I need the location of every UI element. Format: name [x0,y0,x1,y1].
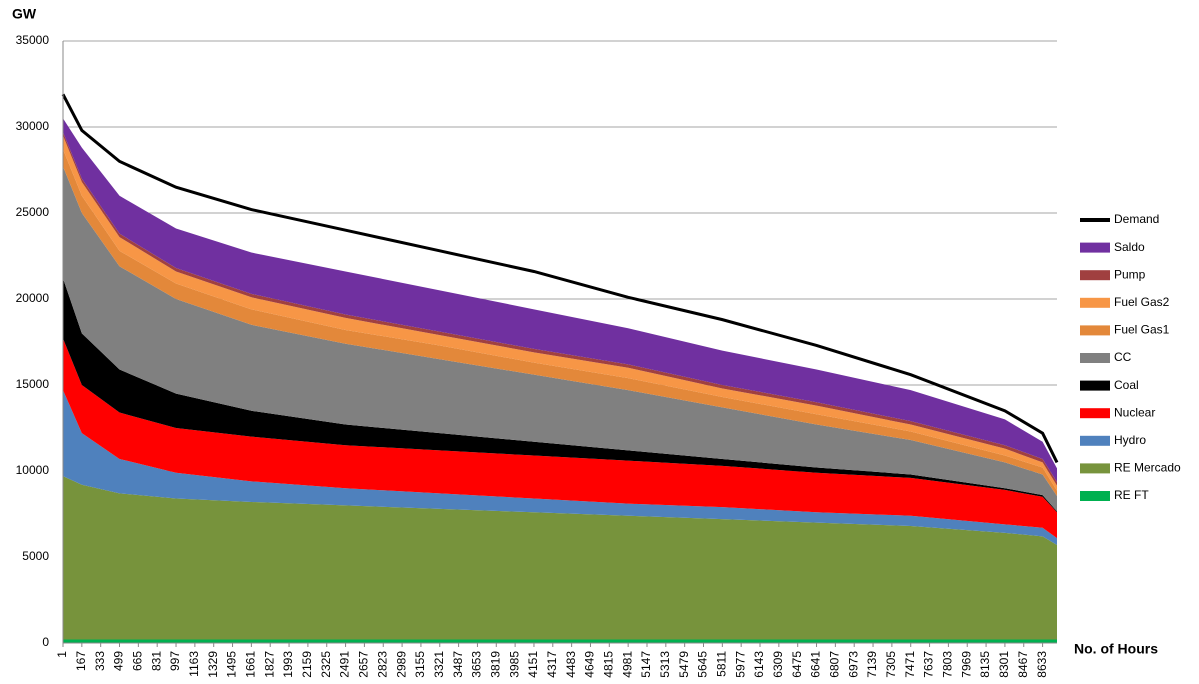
legend-label: Fuel Gas2 [1114,295,1170,309]
legend-label: Fuel Gas1 [1114,323,1170,337]
legend-label: RE Mercado [1114,461,1181,475]
legend-label: Nuclear [1114,405,1155,419]
legend-label: CC [1114,350,1132,364]
x-tick-label: 3487 [451,651,465,678]
x-tick-label: 2491 [338,651,352,678]
x-tick-label: 499 [112,651,126,671]
legend-swatch [1080,325,1110,336]
legend-label: RE FT [1114,488,1149,502]
legend-swatch [1080,463,1110,474]
x-tick-label: 997 [168,651,182,671]
x-tick-label: 4981 [620,651,634,678]
x-tick-label: 7139 [865,651,879,678]
area [63,118,1057,483]
x-tick-label: 1163 [187,651,201,677]
x-tick-label: 3653 [470,651,484,678]
x-tick-label: 665 [131,651,145,671]
x-tick-label: 3985 [507,651,521,678]
x-tick-label: 1827 [262,651,276,678]
y-tick-label: 30000 [16,119,50,133]
y-tick-label: 35000 [16,33,50,47]
x-tick-label: 167 [74,651,88,671]
x-tick-label: 5479 [677,651,691,678]
x-tick-label: 6309 [771,651,785,678]
x-tick-label: 1329 [206,651,220,678]
x-tick-label: 4317 [545,651,559,678]
x-tick-label: 4649 [583,651,597,678]
area [63,639,1057,643]
area [63,338,1057,539]
legend-swatch [1080,353,1110,363]
x-tick-label: 1661 [244,651,258,678]
legend-label: Hydro [1114,433,1146,447]
x-tick-label: 4483 [564,651,578,678]
area [63,149,1057,496]
legend-label: Saldo [1114,240,1145,254]
x-tick-label: 7305 [884,651,898,678]
x-tick-label: 2823 [375,651,389,678]
legend-swatch [1080,491,1110,501]
y-tick-label: 25000 [16,205,50,219]
y-tick-label: 5000 [22,549,49,563]
x-tick-label: 5645 [696,651,710,678]
x-tick-label: 6641 [809,651,823,678]
x-tick-label: 5977 [733,651,747,678]
x-tick-label: 7969 [959,651,973,678]
legend-swatch [1080,408,1110,419]
x-tick-label: 1495 [225,651,239,678]
demand-line [61,93,1059,464]
x-tick-label: 7471 [903,651,917,678]
legend-swatch [1080,270,1110,281]
x-axis-title: No. of Hours [1074,641,1158,657]
y-tick-label: 10000 [16,463,50,477]
x-tick-label: 2325 [319,651,333,678]
legend-label: Demand [1114,212,1159,226]
x-tick-label: 3155 [413,651,427,678]
y-axis-title: GW [12,6,37,22]
x-tick-label: 3819 [488,651,502,678]
x-tick-label: 831 [149,651,163,671]
x-tick-label: 2657 [357,651,371,678]
y-tick-label: 20000 [16,291,50,305]
x-tick-label: 3321 [432,651,446,678]
x-tick-label: 8301 [997,651,1011,678]
legend-swatch [1080,435,1110,446]
x-tick-label: 6807 [828,651,842,678]
legend-label: Pump [1114,267,1146,281]
x-tick-label: 1993 [281,651,295,678]
legend-swatch [1080,297,1110,308]
x-tick-label: 8633 [1035,651,1049,678]
x-tick-label: 1 [55,651,69,658]
area [63,476,1057,640]
x-tick-label: 2159 [300,651,314,678]
x-tick-label: 7803 [941,651,955,678]
legend-swatch [1080,218,1110,222]
x-tick-label: 6475 [790,651,804,678]
x-tick-label: 4815 [601,651,615,678]
x-tick-label: 5147 [639,651,653,678]
x-tick-label: 8467 [1016,651,1030,678]
x-tick-label: 5811 [715,651,729,677]
x-tick-label: 7637 [922,651,936,678]
legend-swatch [1080,380,1110,391]
x-tick-label: 2989 [394,651,408,678]
legend-swatch [1080,242,1110,253]
x-tick-label: 333 [93,651,107,671]
x-tick-label: 6143 [752,651,766,678]
x-tick-label: 4151 [526,651,540,678]
y-tick-label: 15000 [16,377,50,391]
y-tick-label: 0 [42,635,49,649]
area [63,166,1057,512]
legend-label: Coal [1114,378,1139,392]
x-tick-label: 5313 [658,651,672,678]
x-tick-label: 8135 [978,651,992,678]
x-tick-label: 6973 [846,651,860,678]
